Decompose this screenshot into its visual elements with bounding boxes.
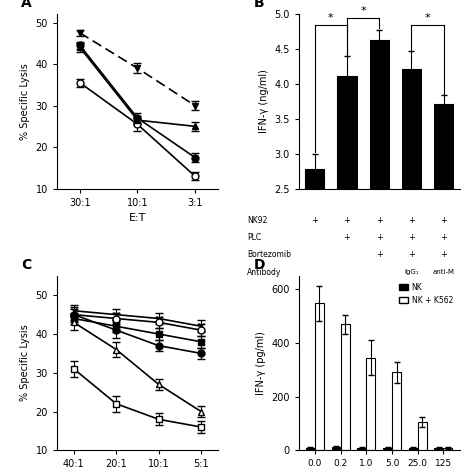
Text: +: + (408, 216, 415, 225)
Bar (337, 76, 356, 189)
X-axis label: E:T: E:T (129, 213, 146, 223)
Text: +: + (440, 233, 447, 242)
Bar (315, 303, 324, 450)
Text: anti-M: anti-M (433, 269, 455, 275)
Text: +: + (344, 233, 350, 242)
Bar (392, 373, 401, 450)
Text: +: + (344, 216, 350, 225)
Text: PLC: PLC (247, 233, 261, 242)
Bar (434, 103, 453, 189)
Bar (305, 169, 324, 189)
Legend: NK, NK + K562: NK, NK + K562 (396, 280, 456, 308)
Bar (341, 324, 350, 450)
Text: NK92: NK92 (247, 216, 267, 225)
Bar (366, 358, 375, 450)
Bar (435, 448, 444, 450)
Text: IgG₁: IgG₁ (404, 269, 419, 275)
Text: *: * (425, 13, 430, 23)
Text: +: + (440, 216, 447, 225)
Text: +: + (376, 250, 383, 259)
Bar (306, 447, 315, 450)
Text: +: + (408, 250, 415, 259)
Text: +: + (311, 216, 318, 225)
Bar (444, 448, 453, 450)
Text: +: + (376, 216, 383, 225)
Text: *: * (328, 13, 334, 23)
Bar (383, 448, 392, 450)
Bar (418, 422, 427, 450)
Y-axis label: IFN-γ (pg/ml): IFN-γ (pg/ml) (255, 331, 265, 395)
Text: +: + (408, 233, 415, 242)
Bar (357, 448, 366, 450)
Bar (409, 448, 418, 450)
Text: C: C (21, 258, 32, 272)
Bar (402, 69, 421, 189)
Text: Antibody: Antibody (247, 268, 282, 277)
Y-axis label: % Specific Lysis: % Specific Lysis (20, 325, 30, 401)
Text: D: D (254, 258, 265, 272)
Bar (370, 40, 389, 189)
Text: *: * (360, 6, 366, 16)
Text: Bortezomib: Bortezomib (247, 250, 291, 259)
Text: +: + (376, 233, 383, 242)
Bar (332, 447, 341, 450)
Text: A: A (21, 0, 32, 10)
Y-axis label: % Specific Lysis: % Specific Lysis (20, 63, 30, 140)
Text: +: + (440, 250, 447, 259)
Legend: untreated, 3nM + anti-MICA/B, 3nM, 3nM + IgG₁: untreated, 3nM + anti-MICA/B, 3nM, 3nM +… (71, 280, 204, 299)
Y-axis label: IFN-γ (ng/ml): IFN-γ (ng/ml) (258, 70, 269, 133)
Text: B: B (254, 0, 264, 10)
